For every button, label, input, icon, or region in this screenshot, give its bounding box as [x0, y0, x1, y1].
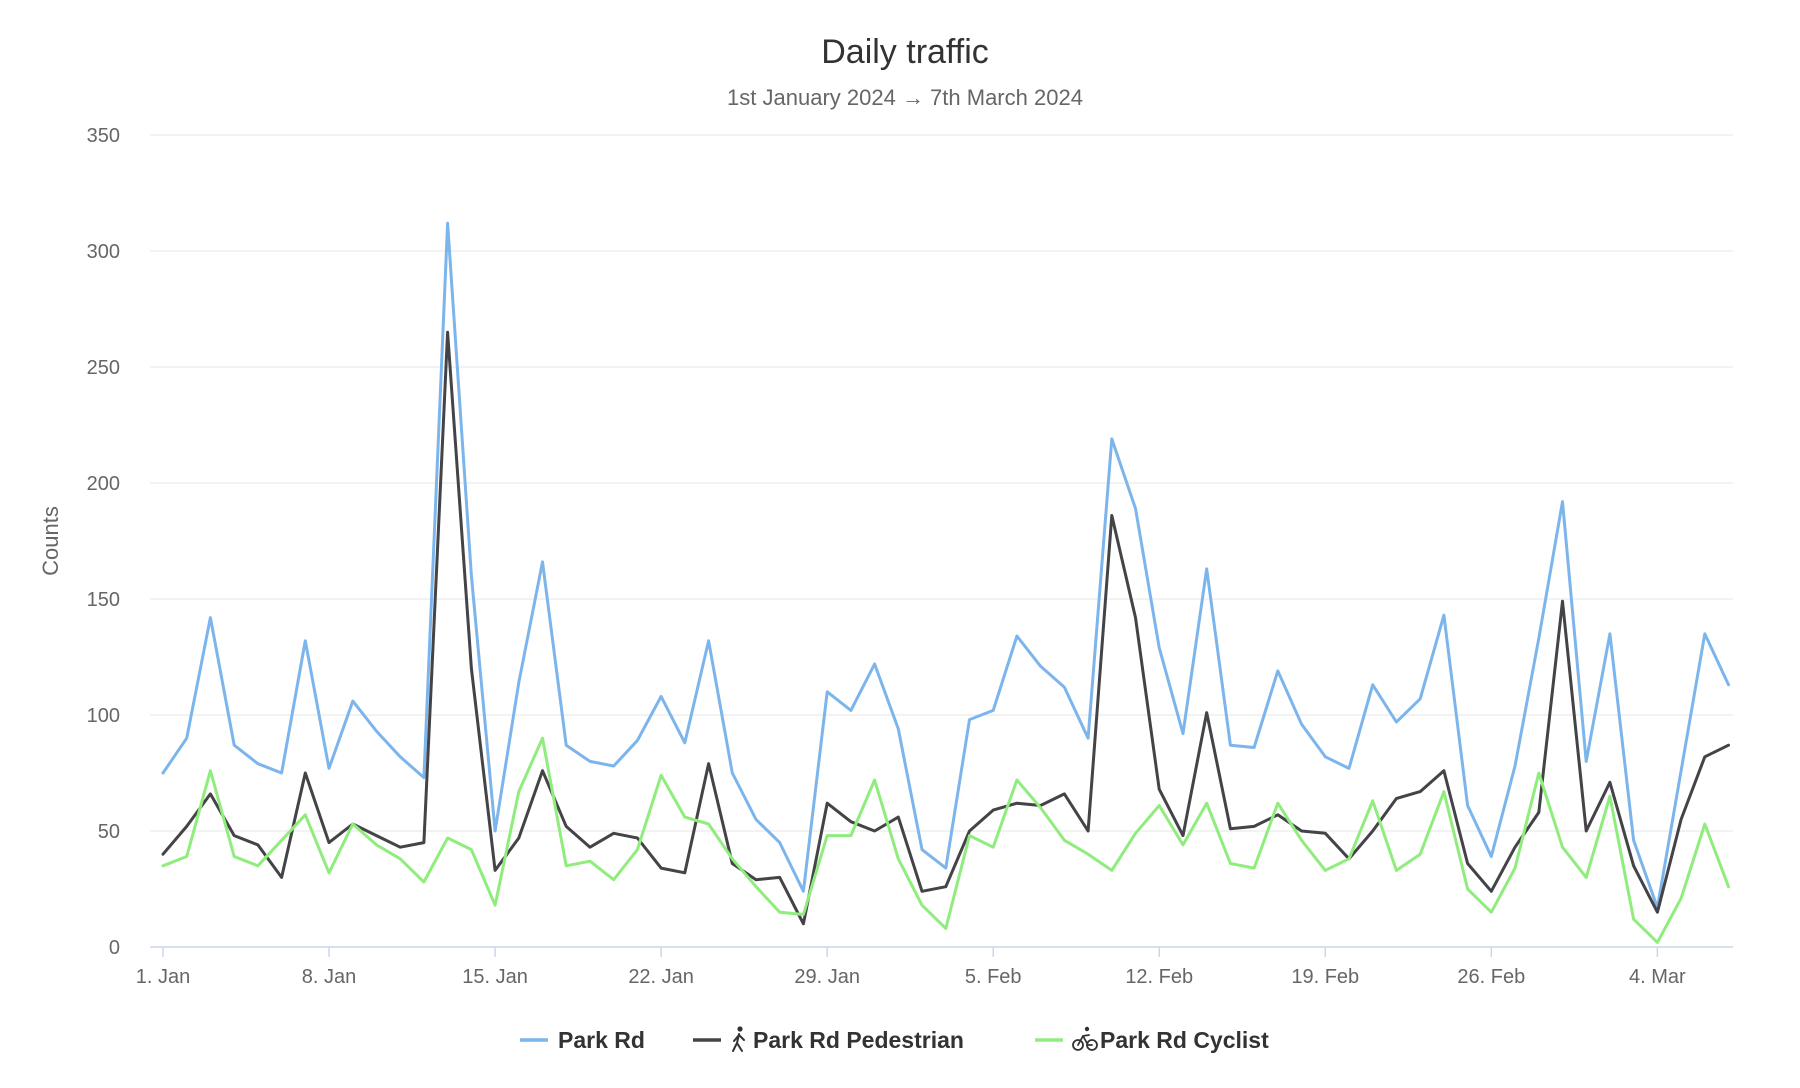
series-lines — [161, 221, 1730, 944]
y-tick-label: 0 — [109, 937, 120, 959]
x-tick-label: 15. Jan — [462, 966, 528, 988]
x-tick-label: 29. Jan — [794, 966, 860, 988]
legend-label: Park Rd Cyclist — [1100, 1027, 1269, 1053]
pedestrian-icon — [732, 1026, 745, 1052]
legend-label: Park Rd — [558, 1027, 645, 1053]
x-tick-label: 12. Feb — [1125, 966, 1193, 988]
x-tick-label: 1. Jan — [136, 966, 190, 988]
x-tick-label: 4. Mar — [1629, 966, 1686, 988]
y-tick-label: 300 — [87, 241, 120, 263]
x-tick-label: 5. Feb — [965, 966, 1022, 988]
y-tick-label: 150 — [87, 589, 120, 611]
y-tick-label: 350 — [87, 125, 120, 147]
gridlines — [150, 134, 1733, 832]
cyclist-icon — [1072, 1026, 1098, 1051]
y-tick-label: 50 — [98, 821, 120, 843]
x-tick-label: 8. Jan — [302, 966, 356, 988]
series-line-0 — [161, 221, 1730, 910]
y-tick-label: 100 — [87, 705, 120, 727]
chart-title: Daily traffic — [821, 33, 989, 71]
legend-item-2[interactable]: Park Rd Cyclist — [1035, 1026, 1269, 1053]
y-axis-title: Counts — [38, 506, 63, 576]
x-tick-label: 22. Jan — [628, 966, 694, 988]
y-tick-label: 200 — [87, 473, 120, 495]
chart-subtitle: 1st January 2024 → 7th March 2024 — [727, 85, 1083, 110]
legend-item-0[interactable]: Park Rd — [520, 1027, 645, 1053]
legend-item-1[interactable]: Park Rd Pedestrian — [693, 1026, 964, 1053]
series-line-2 — [161, 736, 1730, 944]
legend-label: Park Rd Pedestrian — [753, 1027, 964, 1053]
y-axis-ticks: 0 50 100 150 200 250 300 350 — [87, 125, 120, 959]
y-tick-label: 250 — [87, 357, 120, 379]
legend: Park Rd Park Rd Pedestrian Park Rd Cyclist — [520, 1026, 1269, 1053]
x-tick-label: 26. Feb — [1457, 966, 1525, 988]
x-axis: 1. Jan 8. Jan 15. Jan 22. Jan 29. Jan 5. Feb 1… — [136, 946, 1733, 988]
x-tick-label: 19. Feb — [1291, 966, 1359, 988]
series-line-1 — [161, 330, 1730, 926]
